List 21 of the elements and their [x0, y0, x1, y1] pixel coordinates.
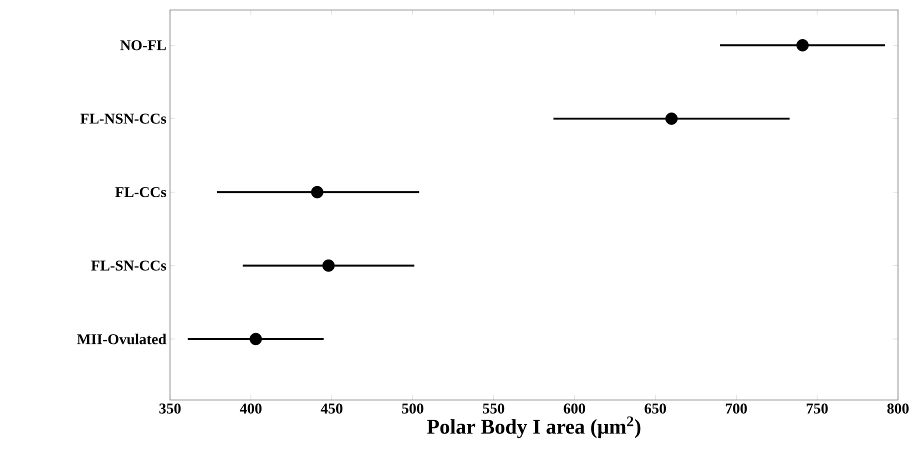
point [796, 39, 809, 52]
y-tick-label: NO-FL [120, 40, 166, 50]
point [311, 186, 324, 198]
x-tick-label: 800 [887, 404, 909, 414]
y-tick-label: FL-NSN-CCs [80, 114, 166, 124]
point [250, 332, 262, 346]
x-tick-label: 400 [240, 404, 262, 414]
y-tick-label: FL-SN-CCs [91, 260, 166, 271]
point [322, 259, 335, 272]
x-axis-title: Polar Body I area (μm$^{2}$) [427, 416, 640, 438]
x-tick-label: 750 [806, 404, 828, 414]
x-tick-label: 700 [726, 404, 747, 414]
x-tick-label: 650 [644, 404, 666, 414]
y-tick-label: FL-CCs [115, 187, 166, 198]
x-tick-label: 500 [402, 404, 424, 414]
x-tick-label: 450 [320, 404, 342, 414]
x-tick-label: 550 [482, 404, 504, 414]
y-tick-label: MII-Ovulated [77, 334, 166, 344]
point [665, 112, 678, 125]
x-tick-label: 600 [564, 404, 586, 414]
x-tick-label: 350 [159, 404, 181, 414]
